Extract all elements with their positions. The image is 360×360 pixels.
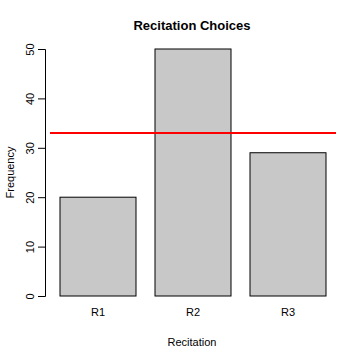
tick: R3: [281, 306, 295, 318]
tick: R1: [91, 306, 105, 318]
tick-label: R2: [186, 306, 200, 318]
axis-line: [38, 50, 46, 297]
tick-mark: [38, 49, 45, 50]
tick-label: R3: [281, 306, 295, 318]
bar: [155, 49, 231, 296]
tick: 20: [24, 192, 45, 204]
tick-label: 10: [24, 241, 36, 253]
x-axis-title: Recitation: [168, 336, 217, 348]
tick: 40: [24, 93, 45, 105]
tick-label: 40: [24, 93, 36, 105]
tick: 50: [24, 43, 45, 55]
reference-line: [50, 132, 336, 134]
tick: 30: [24, 142, 45, 154]
x-axis: R1 R2 R3: [91, 306, 295, 318]
tick-label: 30: [24, 142, 36, 154]
bar: [250, 153, 326, 296]
tick: 10: [24, 241, 45, 253]
title: Recitation Choices: [133, 18, 250, 33]
tick: 0: [24, 293, 45, 299]
tick-mark: [38, 197, 45, 198]
tick-label: 0: [24, 293, 36, 299]
chart: 0 10 20 30 40 50 R1 R2 R3 Recitation Choices Recit…: [0, 0, 360, 360]
bars: [50, 49, 336, 296]
tick-label: 20: [24, 192, 36, 204]
tick: R2: [186, 306, 200, 318]
bar: [60, 197, 136, 296]
y-axis-title: Frequency: [4, 146, 16, 198]
tick-mark: [38, 296, 45, 297]
y-axis: 0 10 20 30 40 50: [24, 43, 46, 299]
tick-label: R1: [91, 306, 105, 318]
tick-mark: [38, 247, 45, 248]
tick-label: 50: [24, 43, 36, 55]
tick-mark: [38, 148, 45, 149]
tick-mark: [38, 98, 45, 99]
